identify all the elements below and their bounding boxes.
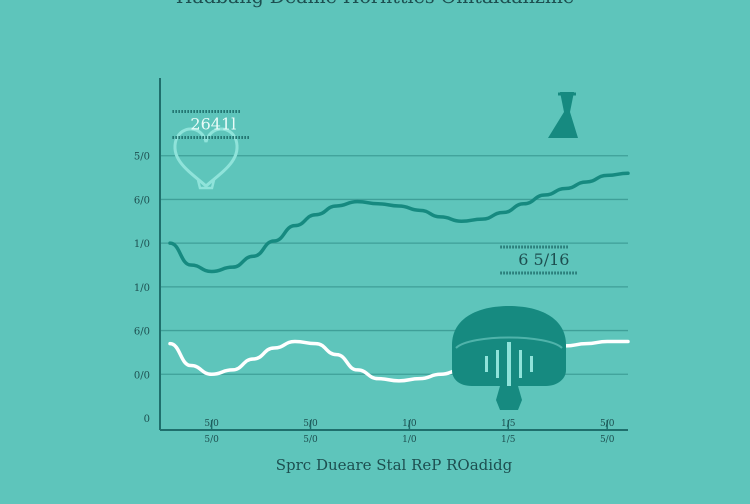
x-tick-labels: 5/0 5/0 5/0 5/0 1/0 1/0 1/5 1/5 5/0 5/0 — [204, 419, 614, 445]
annotation-label: 6 5/16 — [518, 250, 569, 269]
x-tick-label: 5/0 — [303, 419, 318, 429]
x-tick-label: 1/5 — [501, 435, 516, 445]
x-tick-label: 5/0 — [600, 435, 615, 445]
chart-title: Hadbang Deame Horntties Omtaldalizme — [176, 0, 574, 8]
x-tick-label: 5/0 — [303, 435, 318, 445]
y-tick-label: 1/0 — [134, 283, 150, 294]
x-axis-label: Sprc Dueare Stal ReP ROadidg — [276, 456, 513, 474]
y-tick-label: 1/0 — [134, 239, 150, 250]
y-tick-label: 6/0 — [134, 195, 150, 206]
x-tick-label: 1/0 — [402, 435, 417, 445]
y-tick-label: 5/0 — [134, 152, 150, 163]
x-tick-label: 5/0 — [204, 419, 219, 429]
heart-outline-icon — [173, 127, 239, 190]
y-tick-label: 6/0 — [134, 327, 150, 338]
axes — [159, 78, 628, 431]
x-tick-label: 5/0 — [204, 435, 219, 445]
y-tick-labels: 5/0 6/0 1/0 1/0 6/0 0/0 0 — [134, 152, 150, 425]
gridlines — [160, 155, 628, 375]
x-tick-label: 5/0 — [600, 419, 615, 429]
speaker-dome-icon — [452, 306, 566, 410]
y-tick-label: 0/0 — [134, 370, 150, 381]
teal-series-line — [168, 171, 630, 274]
x-tick-label: 1/0 — [402, 419, 417, 429]
annotation-label: 2641l — [190, 114, 236, 133]
x-tick-label: 1/5 — [501, 419, 516, 429]
annotations: 2641l 6 5/16 — [172, 109, 579, 275]
bell-icon — [548, 92, 578, 138]
y-tick-label: 0 — [144, 414, 150, 425]
